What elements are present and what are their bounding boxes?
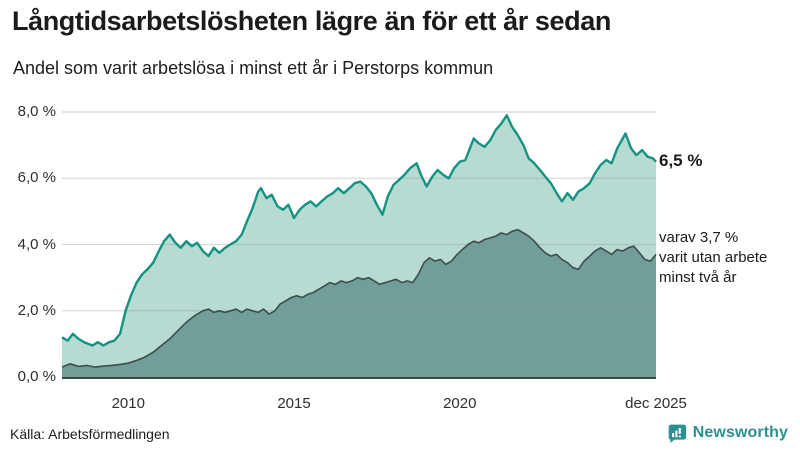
y-tick-label: 0,0 % xyxy=(17,368,56,385)
newsworthy-bubble-chart-icon xyxy=(668,424,686,443)
chart-areas xyxy=(62,115,656,378)
series1-end-value-label: 6,5 % xyxy=(659,150,703,170)
page-title: Långtidsarbetslösheten lägre än för ett … xyxy=(12,6,611,36)
x-tick-label: 2010 xyxy=(111,395,145,412)
series-2-area xyxy=(62,229,656,377)
exclamation-dot xyxy=(678,435,681,438)
x-tick-label: 2020 xyxy=(443,395,477,412)
series2-end-label-line2: varit utan arbete xyxy=(659,249,768,267)
bar-1 xyxy=(671,433,674,438)
y-tick-label: 8,0 % xyxy=(17,103,56,120)
x-tick-label: dec 2025 xyxy=(625,395,687,412)
chart-subtitle: Andel som varit arbetslösa i minst ett å… xyxy=(13,58,494,78)
series-1-line xyxy=(61,114,657,347)
series2-end-label-line1: varav 3,7 % xyxy=(659,229,739,247)
y-tick-label: 6,0 % xyxy=(17,169,56,187)
newsworthy-logo: Newsworthy xyxy=(667,423,788,443)
brand-name: Newsworthy xyxy=(692,424,788,441)
source-note: Källa: Arbetsförmedlingen xyxy=(10,426,170,442)
exclamation-stem xyxy=(678,428,681,434)
y-tick-label: 4,0 % xyxy=(17,235,56,253)
bar-2 xyxy=(675,430,678,438)
chart-gridlines xyxy=(62,111,656,378)
chart-series-lines xyxy=(61,114,657,368)
series2-end-value-label: varav 3,7 % varit utan arbete minst två … xyxy=(659,228,767,288)
y-tick-label: 2,0 % xyxy=(17,301,56,319)
series-2-line xyxy=(61,228,657,368)
series2-end-label-line3: minst två år xyxy=(659,269,737,287)
x-tick-label: 2015 xyxy=(277,395,311,412)
